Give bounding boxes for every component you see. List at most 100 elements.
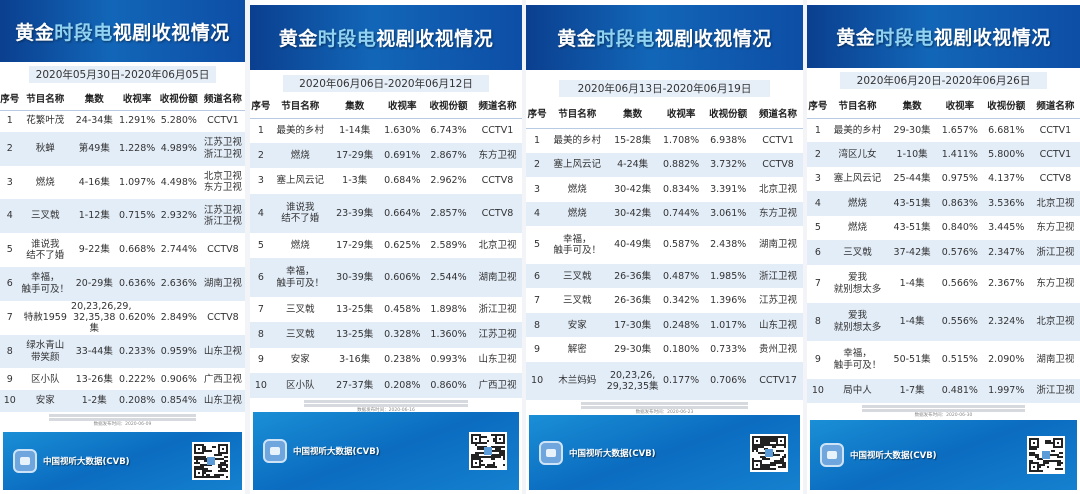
rating-cell: 0.625% (384, 239, 421, 251)
rating-cell: 1.411% (941, 149, 978, 160)
weekly-panel: 黄金时段电视剧收视情况 2020年06月13日-2020年06月19日 序号 节目名称… (526, 0, 803, 494)
table-row: 10 区小队 27-37集 0.208% 0.860% 广西卫视 (250, 372, 522, 398)
channel-cell: CCTV8 (481, 175, 514, 187)
channel-cell: 东方卫视 (1036, 278, 1075, 290)
channel-cell: CCTV8 (207, 244, 239, 256)
column-header: 集数 (902, 101, 922, 113)
channel-cell: 北京卫视 (478, 239, 517, 251)
table-row: 8 三叉戟 13-25集 0.328% 1.360% 江苏卫视 (250, 322, 522, 348)
channel-cell: 山东卫视 (203, 395, 242, 407)
footnote-line (304, 400, 468, 403)
column-header: 节目名称 (558, 109, 597, 121)
share-cell: 1.985% (710, 270, 747, 282)
share-cell: 6.938% (710, 134, 747, 146)
episodes-cell: 27-37集 (336, 379, 374, 391)
panel-footer: 中国视听大数据(CVB) (810, 420, 1077, 490)
episodes-cell: 43-51集 (893, 222, 931, 234)
program-name-cell: 塞上风云记 (553, 159, 601, 171)
share-cell: 5.280% (160, 115, 197, 127)
episodes-cell: 29-30集 (614, 344, 652, 356)
channel-cell: CCTV1 (481, 124, 514, 136)
share-cell: 2.438% (710, 239, 747, 251)
share-cell: 0.959% (160, 345, 197, 357)
table-row: 1 花繁叶茂 24-34集 1.291% 5.280% CCTV1 (0, 110, 245, 132)
weekly-panel: 黄金时段电视剧收视情况 2020年06月06日-2020年06月12日 序号 节目名称… (250, 0, 522, 494)
column-header: 频道名称 (478, 101, 517, 113)
episodes-cell: 13-25集 (336, 303, 374, 315)
share-cell: 2.962% (430, 175, 467, 187)
share-cell: 1.396% (710, 295, 747, 307)
qr-code-icon (1027, 436, 1065, 474)
share-cell: 2.636% (160, 277, 197, 289)
rating-cell: 0.834% (662, 183, 700, 195)
table-row: 3 塞上风云记 25-44集 0.975% 4.137% CCTV8 (807, 167, 1080, 191)
table-body: 1 花繁叶茂 24-34集 1.291% 5.280% CCTV1 2 秋蝉 第49集 1.228… (0, 110, 245, 413)
rating-cell: 0.664% (384, 207, 421, 219)
rank-cell: 9 (814, 353, 821, 365)
weekly-panel: 黄金时段电视剧收视情况 2020年06月20日-2020年06月26日 序号 节目名称… (807, 0, 1080, 494)
column-header: 频道名称 (203, 94, 242, 106)
rating-cell: 0.487% (662, 270, 700, 282)
rating-cell: 1.097% (119, 176, 156, 188)
table-row: 10 木兰妈妈 20,23,26, 29,32,35集 0.177% 0.706% CCT… (526, 361, 803, 400)
episodes-cell: 29-30集 (893, 124, 931, 136)
tv-logo-icon (263, 439, 287, 463)
rank-cell: 6 (257, 271, 264, 283)
channel-cell: 东方卫视 (759, 208, 798, 220)
program-name-cell: 湾区儿女 (838, 149, 877, 160)
program-name-cell: 安家 (290, 354, 310, 366)
share-cell: 1.997% (988, 385, 1025, 397)
rank-cell: 8 (814, 316, 821, 327)
table-row: 3 塞上风云记 1-3集 0.684% 2.962% CCTV8 (250, 168, 522, 193)
share-cell: 2.867% (430, 150, 467, 162)
date-range: 2020年06月20日-2020年06月26日 (839, 72, 1048, 89)
rank-cell: 6 (534, 270, 541, 282)
table-body: 1 最美的乡村 1-14集 1.630% 6.743% CCTV1 2 燃烧 17-29集 0.6… (250, 118, 522, 398)
program-name-cell: 幸福， 触手可及！ (21, 272, 70, 295)
column-header: 收视份额 (159, 94, 198, 106)
rating-cell: 1.630% (384, 124, 421, 136)
channel-cell: 湖南卫视 (759, 239, 798, 251)
logo-screen (270, 447, 280, 455)
tv-logo-icon (13, 449, 37, 473)
column-header: 集数 (84, 94, 104, 106)
rank-cell: 3 (534, 183, 541, 195)
table-row: 6 幸福， 触手可及！ 20-29集 0.636% 2.636% 湖南卫视 (0, 266, 245, 301)
rank-cell: 9 (534, 344, 541, 356)
episodes-cell: 30-42集 (614, 208, 652, 220)
episodes-cell: 20-29集 (75, 277, 113, 289)
release-date: 数据发布时间：2020-06-16 (357, 408, 415, 413)
table-row: 8 安家 17-30集 0.248% 1.017% 山东卫视 (526, 312, 803, 338)
channel-cell: 湖南卫视 (203, 277, 242, 289)
column-header: 节目名称 (838, 101, 877, 113)
release-date: 数据发布时间：2020-06-09 (93, 422, 152, 427)
release-date: 数据发布时间：2020-06-30 (914, 413, 973, 418)
logo-text: 中国视听大数据(CVB) (293, 447, 380, 457)
column-header: 序号 (251, 101, 271, 113)
column-header: 集数 (623, 109, 643, 121)
rank-cell: 4 (6, 210, 13, 222)
rating-cell: 0.620% (119, 311, 156, 323)
episodes-cell: 26-36集 (614, 270, 652, 282)
column-header: 节目名称 (26, 94, 65, 106)
logo-screen (546, 448, 556, 457)
column-header: 序号 (527, 109, 547, 121)
rating-cell: 0.208% (119, 395, 156, 407)
rank-cell: 2 (814, 149, 821, 160)
channel-cell: 浙江卫视 (1036, 385, 1075, 397)
title-highlight: 时段电 (54, 21, 113, 44)
rating-cell: 1.657% (941, 124, 978, 136)
table-body: 1 最美的乡村 15-28集 1.708% 6.938% CCTV1 2 塞上风云记 4-24集… (526, 128, 803, 400)
program-name-cell: 塞上风云记 (833, 173, 882, 185)
share-cell: 3.732% (710, 159, 747, 171)
footnote-line (861, 409, 1026, 412)
table-row: 5 幸福， 触手可及！ 40-49集 0.587% 2.438% 湖南卫视 (526, 226, 803, 264)
channel-cell: 山东卫视 (478, 354, 517, 366)
channel-cell: 江苏卫视 (759, 295, 798, 307)
footnotes: 数据发布时间：2020-06-23 (526, 401, 803, 416)
panel-footer: 中国视听大数据(CVB) (3, 432, 242, 490)
episodes-cell: 20,23,26, 29,32,35集 (606, 369, 659, 392)
footnote-line (861, 405, 1026, 408)
share-cell: 0.706% (710, 375, 747, 387)
title-highlight: 时段电 (875, 27, 934, 49)
